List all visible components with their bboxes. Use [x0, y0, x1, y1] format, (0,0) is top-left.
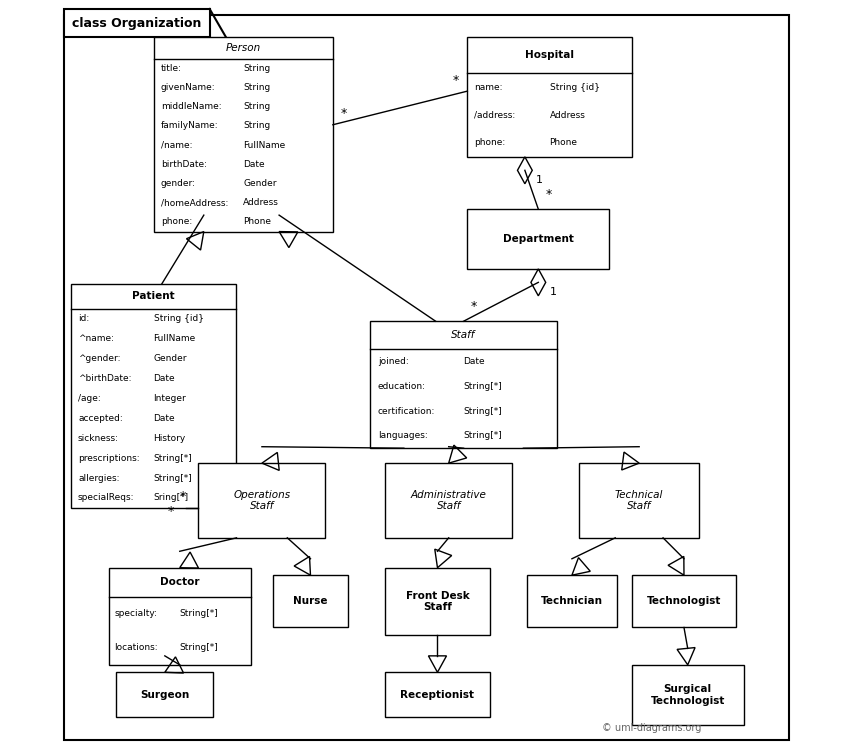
Text: Staff: Staff: [452, 330, 476, 340]
Text: id:: id:: [78, 314, 89, 323]
Text: Phone: Phone: [243, 217, 271, 226]
Text: String[*]: String[*]: [464, 406, 502, 415]
Text: Person: Person: [225, 43, 261, 53]
Text: allergies:: allergies:: [78, 474, 120, 483]
Bar: [154, 37, 333, 232]
Text: Front Desk
Staff: Front Desk Staff: [406, 591, 470, 612]
Text: Address: Address: [243, 198, 280, 207]
Text: Integer: Integer: [154, 394, 187, 403]
Text: Receptionist: Receptionist: [401, 689, 475, 700]
Text: /address:: /address:: [474, 111, 515, 120]
Text: prescriptions:: prescriptions:: [78, 453, 139, 462]
Text: familyName:: familyName:: [161, 122, 218, 131]
Text: *: *: [452, 74, 458, 87]
Text: String[*]: String[*]: [464, 382, 502, 391]
Text: Technologist: Technologist: [647, 596, 722, 607]
Text: *: *: [168, 506, 174, 518]
Text: FullName: FullName: [243, 140, 286, 149]
Text: *: *: [341, 108, 347, 120]
Text: Technical
Staff: Technical Staff: [615, 490, 663, 511]
Text: Surgical
Technologist: Surgical Technologist: [650, 684, 725, 705]
Text: 1: 1: [536, 175, 543, 185]
Text: middleName:: middleName:: [161, 102, 221, 111]
Bar: [527, 575, 617, 627]
Text: phone:: phone:: [161, 217, 192, 226]
Text: String[*]: String[*]: [154, 453, 193, 462]
Text: Gender: Gender: [154, 354, 187, 363]
Text: locations:: locations:: [114, 643, 158, 652]
Bar: [71, 284, 236, 508]
Text: languages:: languages:: [378, 431, 427, 440]
Text: givenName:: givenName:: [161, 83, 215, 92]
Text: education:: education:: [378, 382, 426, 391]
Text: © uml-diagrams.org: © uml-diagrams.org: [602, 723, 701, 734]
Bar: [385, 463, 513, 538]
Text: name:: name:: [474, 83, 502, 92]
Bar: [199, 463, 325, 538]
Text: String {id}: String {id}: [550, 83, 599, 92]
Text: ^birthDate:: ^birthDate:: [78, 374, 132, 382]
Text: Nurse: Nurse: [293, 596, 328, 607]
Text: Phone: Phone: [550, 138, 578, 147]
Text: Administrative
Staff: Administrative Staff: [411, 490, 487, 511]
Text: Date: Date: [154, 374, 175, 382]
Text: accepted:: accepted:: [78, 414, 123, 423]
Text: ^name:: ^name:: [78, 334, 114, 343]
Text: History: History: [154, 434, 186, 443]
Text: Address: Address: [550, 111, 586, 120]
Text: Date: Date: [154, 414, 175, 423]
Text: class Organization: class Organization: [72, 16, 201, 30]
Text: joined:: joined:: [378, 357, 408, 366]
Bar: [108, 568, 251, 665]
Text: /age:: /age:: [78, 394, 101, 403]
Bar: [64, 9, 210, 37]
Text: String[*]: String[*]: [180, 610, 218, 619]
Bar: [467, 209, 609, 269]
Text: gender:: gender:: [161, 179, 196, 188]
Bar: [385, 568, 489, 635]
Bar: [632, 665, 744, 725]
Text: phone:: phone:: [474, 138, 505, 147]
Text: sickness:: sickness:: [78, 434, 119, 443]
Text: String[*]: String[*]: [464, 431, 502, 440]
Text: Date: Date: [243, 160, 265, 169]
Text: Sring[*]: Sring[*]: [154, 494, 188, 503]
Text: ^gender:: ^gender:: [78, 354, 120, 363]
Text: Patient: Patient: [132, 291, 175, 301]
Bar: [632, 575, 736, 627]
Text: String: String: [243, 102, 271, 111]
Text: 1: 1: [550, 287, 556, 297]
Text: /name:: /name:: [161, 140, 193, 149]
Text: specialReqs:: specialReqs:: [78, 494, 134, 503]
Bar: [385, 672, 489, 717]
Text: Surgeon: Surgeon: [140, 689, 189, 700]
Text: String[*]: String[*]: [154, 474, 193, 483]
Text: certification:: certification:: [378, 406, 435, 415]
Text: title:: title:: [161, 63, 181, 72]
Text: *: *: [546, 188, 552, 201]
Bar: [371, 321, 557, 448]
Bar: [580, 463, 699, 538]
Text: String: String: [243, 83, 271, 92]
Text: FullName: FullName: [154, 334, 196, 343]
Text: *: *: [180, 491, 186, 503]
Bar: [273, 575, 347, 627]
Text: Technician: Technician: [541, 596, 603, 607]
Text: /homeAddress:: /homeAddress:: [161, 198, 228, 207]
Text: Doctor: Doctor: [160, 577, 200, 587]
Text: Date: Date: [464, 357, 485, 366]
Text: *: *: [471, 300, 477, 313]
Text: String {id}: String {id}: [154, 314, 204, 323]
Text: Department: Department: [503, 234, 574, 244]
Text: Gender: Gender: [243, 179, 277, 188]
Text: Operations
Staff: Operations Staff: [233, 490, 291, 511]
Text: Hospital: Hospital: [525, 50, 574, 61]
Text: String[*]: String[*]: [180, 643, 218, 652]
Bar: [116, 672, 213, 717]
Text: String: String: [243, 122, 271, 131]
Text: String: String: [243, 63, 271, 72]
Text: birthDate:: birthDate:: [161, 160, 206, 169]
Text: specialty:: specialty:: [114, 610, 157, 619]
Bar: [467, 37, 632, 157]
